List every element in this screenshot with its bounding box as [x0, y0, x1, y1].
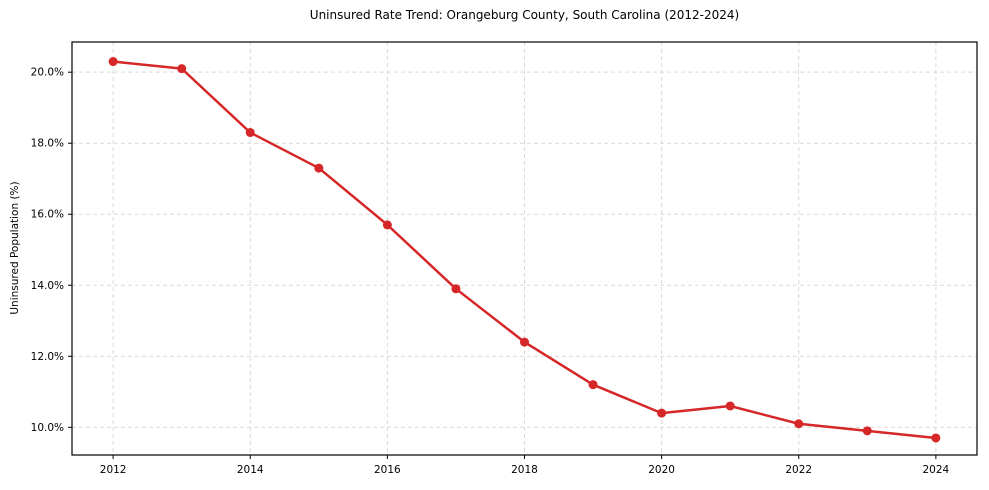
data-point — [794, 419, 804, 429]
y-tick-label: 12.0% — [31, 351, 64, 363]
y-tick-label: 16.0% — [31, 209, 64, 221]
data-point — [520, 337, 529, 347]
y-tick-label: 20.0% — [31, 67, 64, 79]
data-point — [931, 433, 941, 443]
data-point — [451, 284, 461, 294]
x-tick-label: 2024 — [922, 464, 949, 476]
x-tick-label: 2020 — [648, 464, 675, 476]
x-tick-label: 2016 — [374, 464, 401, 476]
data-point — [382, 220, 392, 230]
data-point — [725, 401, 735, 411]
data-point — [108, 57, 118, 67]
data-point — [245, 128, 255, 138]
y-tick-label: 10.0% — [31, 422, 64, 434]
x-tick-label: 2014 — [237, 464, 264, 476]
x-tick-label: 2022 — [785, 464, 812, 476]
data-point — [862, 426, 872, 436]
data-point — [177, 64, 187, 74]
y-tick-label: 14.0% — [31, 280, 64, 292]
x-tick-label: 2018 — [511, 464, 538, 476]
data-point — [314, 163, 324, 173]
chart-title: Uninsured Rate Trend: Orangeburg County,… — [309, 8, 740, 22]
y-tick-label: 18.0% — [31, 138, 64, 150]
x-tick-label: 2012 — [100, 464, 127, 476]
y-axis-label: Uninsured Population (%) — [9, 181, 21, 315]
data-point — [657, 408, 667, 418]
data-point — [588, 380, 598, 390]
